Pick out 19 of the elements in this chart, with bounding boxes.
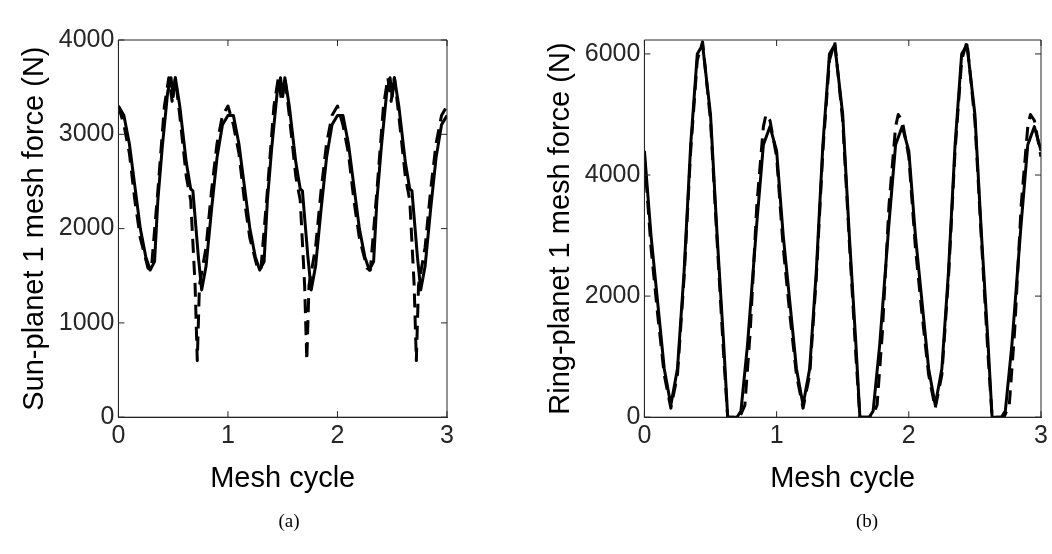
y-tick-label: 2000: [58, 212, 115, 241]
y-tick-label: 2000: [584, 280, 641, 308]
y-tick-label: 6000: [584, 37, 641, 66]
x-tick-label: 2: [901, 420, 916, 449]
x-tick-label: 3: [440, 420, 454, 449]
text: (b): [854, 510, 880, 532]
y-tick-label: 1000: [58, 306, 115, 335]
y-axis-title: Sun-planet 1 mesh force (N): [17, 46, 50, 411]
x-tick-label: 2: [330, 420, 345, 449]
x-tick-label: 3: [1034, 420, 1048, 449]
y-tick-label: 4000: [58, 23, 115, 52]
x-axis-title: Mesh cycle: [770, 460, 916, 493]
x-axis-title: Mesh cycle: [210, 460, 356, 493]
y-tick-label: 4000: [584, 158, 641, 187]
x-tick-label: 1: [220, 420, 235, 449]
y-axis-title: Ring-planet 1 mesh force (N): [543, 42, 576, 415]
text: (a): [277, 510, 301, 532]
x-tick-label: 1: [769, 420, 784, 449]
y-tick-label: 3000: [58, 118, 115, 147]
